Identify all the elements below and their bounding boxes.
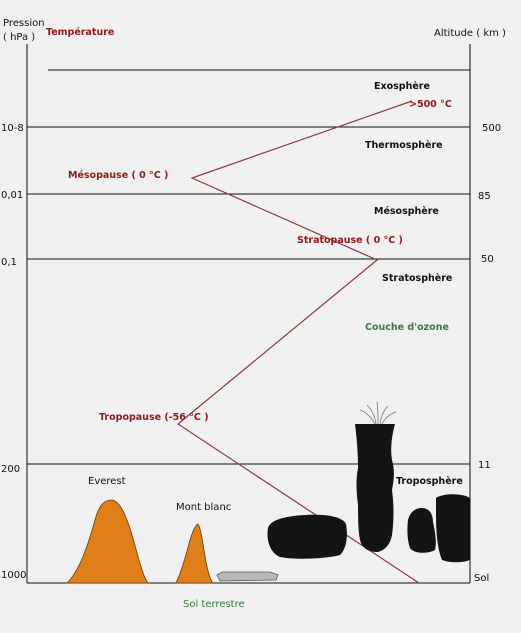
pressure-tick-label: 0,01 [1, 190, 23, 201]
layer-label-ozone: Couche d'ozone [365, 322, 449, 333]
temp-label-stratopause: Stratopause ( 0 °C ) [297, 235, 403, 246]
ground-label: Sol terrestre [183, 599, 245, 610]
pressure-axis-title-line2: ( hPa ) [3, 32, 35, 43]
black-rock-right [436, 494, 470, 563]
altitude-tick-label: Sol [474, 573, 489, 584]
black-rock-small [407, 508, 436, 553]
temp-label-tropopause: Tropopause (-56 °C ) [99, 412, 209, 423]
altitude-tick-label: 500 [482, 123, 501, 134]
layer-label-exosphere: Exosphère [374, 81, 430, 92]
everest-mountain [66, 499, 149, 584]
pressure-tick-label: 200 [1, 464, 20, 475]
temp-label-mesopause: Mésopause ( 0 °C ) [68, 170, 168, 181]
black-rock-low [267, 514, 347, 559]
mont-blanc-label: Mont blanc [176, 502, 231, 513]
temp-label-top: >500 °C [409, 99, 452, 110]
temperature-curve [176, 100, 420, 584]
flat-rock [216, 571, 279, 582]
plume-icon [359, 401, 397, 425]
black-rock-tower [355, 424, 395, 552]
altitude-axis-title: Altitude ( km ) [434, 28, 506, 39]
pressure-axis-title-line1: Pression [3, 18, 45, 29]
temperature-axis-title: Température [46, 27, 114, 38]
layer-label-stratosphere: Stratosphère [382, 273, 452, 284]
mont-blanc-mountain [175, 523, 214, 584]
pressure-tick-label: 10-8 [1, 123, 24, 134]
everest-label: Everest [88, 476, 126, 487]
pressure-tick-label: 1000 [1, 570, 26, 581]
layer-label-thermosphere: Thermosphère [365, 140, 443, 151]
layer-label-mesosphere: Mésosphère [374, 206, 439, 217]
altitude-tick-label: 85 [478, 191, 491, 202]
pressure-tick-label: 0,1 [1, 257, 17, 268]
altitude-tick-label: 11 [478, 460, 491, 471]
layer-label-troposphere: Troposphère [396, 476, 463, 487]
altitude-tick-label: 50 [481, 254, 494, 265]
